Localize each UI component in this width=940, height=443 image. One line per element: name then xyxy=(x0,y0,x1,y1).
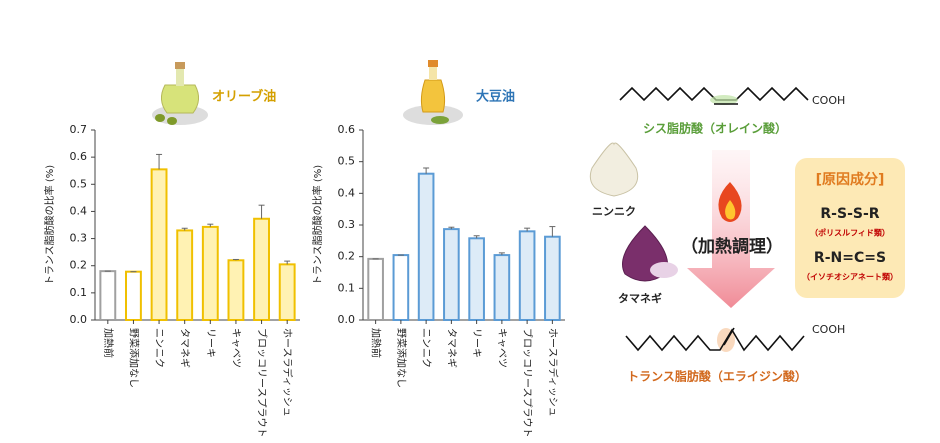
y-tick-label: 0.5 xyxy=(70,177,88,190)
chart-title: オリーブ油 xyxy=(212,89,276,105)
bar xyxy=(392,254,410,321)
bar xyxy=(253,217,270,321)
y-tick-label: 0.3 xyxy=(70,232,88,245)
onion-icon xyxy=(622,225,678,282)
x-tick-label: ニンニク xyxy=(420,328,432,368)
bar xyxy=(99,270,117,321)
x-tick-label: ブロッコリースプラウト xyxy=(521,328,534,438)
cis-chain xyxy=(619,86,809,102)
x-tick-label: キャベツ xyxy=(230,328,242,368)
y-tick-label: 0.0 xyxy=(70,313,88,326)
y-tick-label: 0.6 xyxy=(338,123,356,136)
y-tick-label: 0.3 xyxy=(338,218,356,231)
garlic-label: ニンニク xyxy=(592,205,636,218)
y-tick-label: 0.2 xyxy=(70,259,88,272)
soy-oil-icon xyxy=(403,60,463,125)
cooking-label: （加熱調理） xyxy=(681,236,783,257)
x-tick-label: ニンニク xyxy=(153,328,165,368)
chart-title: 大豆油 xyxy=(476,89,515,105)
bar xyxy=(201,225,219,321)
x-tick-label: ブロッコリースプラウト xyxy=(256,328,269,438)
x-tick-label: 野菜添加なし xyxy=(395,328,408,388)
cause-box xyxy=(795,158,905,298)
formula: R-S-S-R xyxy=(820,206,879,222)
formula-note: （イソチオシアネート類） xyxy=(802,272,898,282)
y-tick-label: 0.5 xyxy=(338,155,356,168)
bar xyxy=(125,270,142,321)
bar xyxy=(227,259,245,321)
cis-cooh: COOH xyxy=(812,94,845,107)
trans-cooh: COOH xyxy=(812,323,845,336)
trans-label: トランス脂肪酸（エライジン酸） xyxy=(627,369,807,384)
formula-note: （ポリスルフィド類） xyxy=(810,228,890,238)
bar xyxy=(367,257,384,321)
x-tick-label: キャベツ xyxy=(496,328,508,368)
y-tick-label: 0.4 xyxy=(70,204,88,217)
y-tick-label: 0.0 xyxy=(338,313,356,326)
y-tick-label: 0.2 xyxy=(338,250,356,263)
bar xyxy=(278,263,296,322)
formula: R-N=C=S xyxy=(814,250,886,266)
x-tick-label: リーキ xyxy=(204,328,215,358)
x-tick-label: 加熱前 xyxy=(102,328,115,358)
cis-highlight xyxy=(710,95,738,105)
bar xyxy=(443,228,460,321)
x-tick-label: タマネギ xyxy=(179,328,191,368)
bar xyxy=(417,172,435,321)
y-axis-label: トランス脂肪酸の比率 (%) xyxy=(311,165,324,285)
bar xyxy=(518,230,536,321)
bar xyxy=(544,235,561,321)
x-tick-label: リーキ xyxy=(471,328,482,358)
x-tick-label: 加熱前 xyxy=(370,328,383,358)
arrow xyxy=(687,150,775,308)
y-tick-label: 0.7 xyxy=(70,123,88,136)
trans-chain xyxy=(625,328,805,352)
x-tick-label: ホースラディッシュ xyxy=(281,328,294,417)
y-tick-label: 0.6 xyxy=(70,150,88,163)
onion-label: タマネギ xyxy=(618,291,662,305)
cis-label: シス脂肪酸（オレイン酸） xyxy=(643,121,787,136)
bar xyxy=(468,237,485,321)
x-tick-label: ホースラディッシュ xyxy=(546,328,559,417)
x-tick-label: 野菜添加なし xyxy=(127,328,140,388)
y-tick-label: 0.1 xyxy=(338,281,356,294)
x-tick-label: タマネギ xyxy=(445,328,457,368)
y-tick-label: 0.1 xyxy=(70,286,88,299)
garlic-icon xyxy=(589,142,639,197)
y-axis-label: トランス脂肪酸の比率 (%) xyxy=(43,165,56,285)
bar xyxy=(176,229,194,321)
bar xyxy=(493,254,511,321)
bar xyxy=(150,168,168,321)
y-tick-label: 0.4 xyxy=(338,186,356,199)
olive-oil-icon xyxy=(152,62,208,125)
cause-title: [原因成分] xyxy=(816,171,885,188)
